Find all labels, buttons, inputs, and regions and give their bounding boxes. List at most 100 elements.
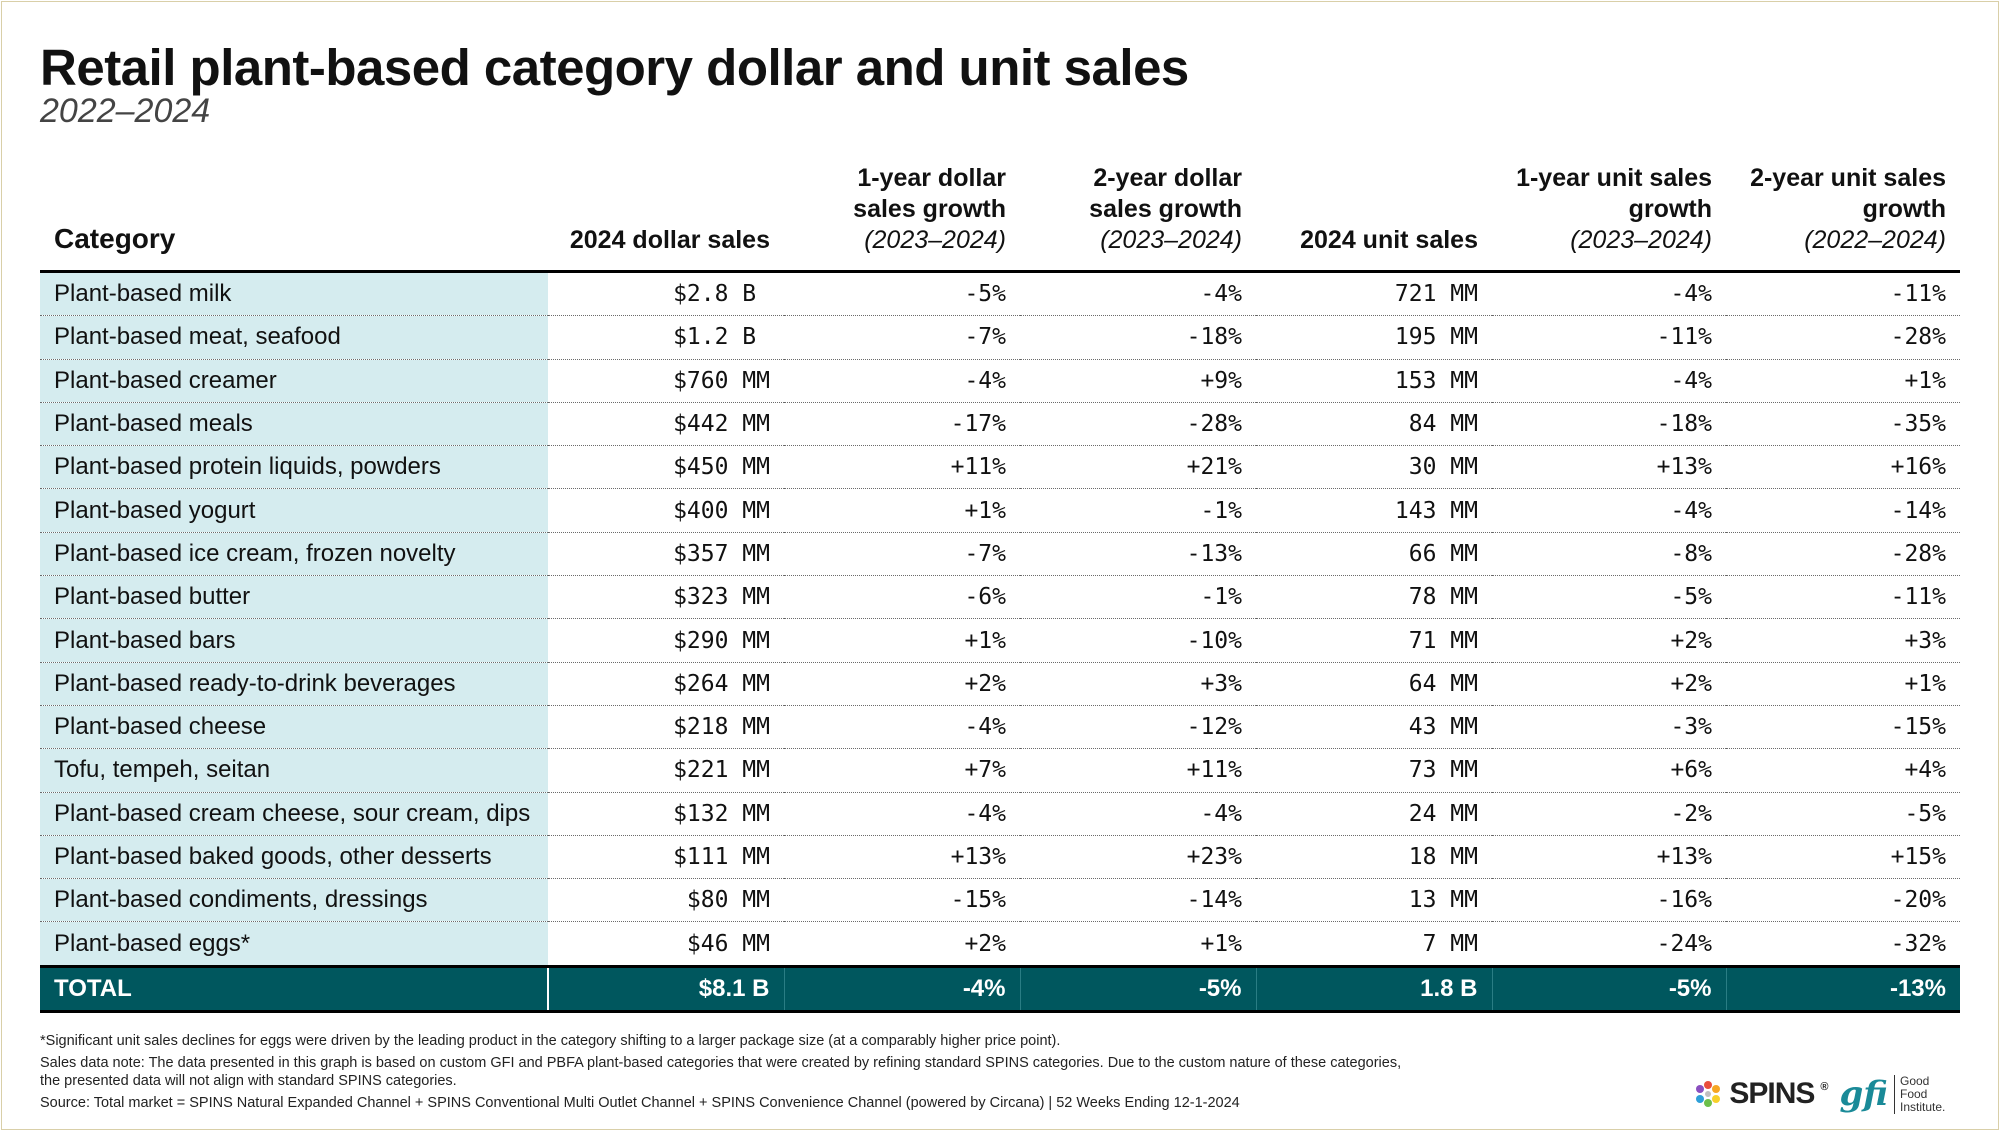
cell-dollar-sales: $46 MM [686, 930, 770, 957]
cell-dollar-sales: $132 MM [548, 792, 784, 836]
spins-wordmark: SPINS [1729, 1077, 1815, 1110]
cell-unit-growth-2yr: +4% [1726, 748, 1960, 793]
cell-dollar-growth-1yr: +1% [784, 488, 1020, 533]
gfi-wordmark: gfi [1839, 1074, 1889, 1114]
table-row: Plant-based yogurt $400 MM +1% -1% 143 MM -4%… [40, 488, 1960, 533]
cell-dollar-growth-1yr: -4% [784, 359, 1020, 403]
column-header-unit-growth-2yr: 2-year unit sales growth (2022–2024) [1726, 148, 1960, 273]
cell-unit-sales: 73 MM [1256, 748, 1492, 793]
cell-unit-growth-2yr: +1% [1726, 662, 1960, 706]
cell-dollar-sales: $357 MM [548, 532, 784, 577]
cell-unit-growth-1yr: -4% [1492, 488, 1726, 533]
cell-dollar-growth-1yr: -6% [784, 575, 1020, 620]
cell-dollar-sales: $218 MM [548, 705, 784, 750]
cell-dollar-sales: $290 MM [548, 618, 784, 663]
cell-unit-growth-2yr: -11% [1726, 271, 1960, 317]
cell-unit-growth-2yr: -28% [1726, 532, 1960, 577]
cell-category: Plant-based milk [40, 271, 548, 317]
total-cell-unit-growth-1yr: -5% [1492, 964, 1727, 1013]
spins-burst-icon [1696, 1081, 1721, 1107]
column-header-period: (2023–2024) [1100, 226, 1242, 254]
cell-unit-growth-1yr: -24% [1656, 930, 1712, 957]
cell-unit-sales: 195 MM [1256, 315, 1492, 360]
cell-unit-growth-1yr: -4% [1492, 359, 1726, 403]
cell-unit-growth-2yr: +1% [1726, 359, 1960, 403]
cell-unit-growth-2yr: -35% [1726, 402, 1960, 447]
cell-unit-growth-1yr: -18% [1492, 402, 1726, 447]
gfi-logo: gfi Good Food Institute. [1839, 1074, 1961, 1114]
cell-dollar-sales: $2.8 B [548, 271, 784, 317]
cell-unit-growth-1yr: +6% [1492, 748, 1726, 793]
cell-unit-growth-2yr: -14% [1726, 488, 1960, 533]
chart-subtitle: 2022–2024 [40, 92, 211, 130]
cell-unit-growth-2yr: -11% [1726, 575, 1960, 620]
cell-dollar-growth-1yr: -4% [784, 705, 1020, 750]
cell-unit-sales: 24 MM [1256, 792, 1492, 836]
cell-unit-sales: 30 MM [1256, 445, 1492, 490]
cell-dollar-sales: $80 MM [548, 878, 784, 923]
cell-unit-growth-2yr: -15% [1726, 705, 1960, 750]
table-row: Plant-based baked goods, other desserts $… [40, 835, 1960, 880]
cell-dollar-sales: $323 MM [548, 575, 784, 620]
cell-dollar-growth-1yr: -7% [784, 532, 1020, 577]
cell-unit-sales: 43 MM [1256, 705, 1492, 750]
table-row: Plant-based eggs* $46 MM +2% +1% 7 MM -24% -32… [40, 921, 1960, 967]
table-body: Plant-based milk $2.8 B -5% -4% 721 MM -4% -1… [40, 271, 1960, 967]
cell-dollar-growth-2yr: +1% [1200, 930, 1242, 957]
cell-unit-growth-1yr: +13% [1492, 445, 1726, 490]
cell-unit-growth-1yr: -2% [1492, 792, 1726, 836]
cell-unit-growth-1yr: -11% [1492, 315, 1726, 360]
column-header-unit-growth-1yr: 1-year unit sales growth (2023–2024) [1492, 148, 1726, 273]
cell-unit-growth-2yr: -32% [1890, 930, 1946, 957]
column-header-title: 2-year dollar sales growth [1089, 164, 1242, 223]
cell-category: Plant-based ready-to-drink beverages [40, 662, 548, 706]
cell-unit-growth-1yr: -4% [1492, 271, 1726, 317]
cell-dollar-growth-1yr: -7% [784, 315, 1020, 360]
sales-data-note-line1: Sales data note: The data presented in t… [40, 1055, 1402, 1071]
cell-dollar-growth-2yr: +9% [1020, 359, 1256, 403]
cell-dollar-sales: $760 MM [548, 359, 784, 403]
total-cell-dollar-growth-1yr: -4% [784, 964, 1021, 1013]
cell-unit-growth-2yr: -28% [1726, 315, 1960, 360]
total-cell-dollar-sales: $8.1 B [548, 964, 785, 1013]
table-row: Plant-based protein liquids, powders $450… [40, 445, 1960, 490]
table-row: Tofu, tempeh, seitan $221 MM +7% +11% 73 MM +… [40, 748, 1960, 793]
column-header-dollar-growth-2yr: 2-year dollar sales growth (2023–2024) [1020, 148, 1256, 273]
column-header-period: (2023–2024) [1570, 226, 1712, 254]
cell-unit-growth-2yr: -20% [1726, 878, 1960, 923]
cell-dollar-growth-2yr: +23% [1020, 835, 1256, 880]
cell-dollar-growth-2yr: -10% [1020, 618, 1256, 663]
cell-dollar-sales: $1.2 B [548, 315, 784, 360]
cell-unit-growth-2yr: +16% [1726, 445, 1960, 490]
total-row: TOTAL $8.1 B -4% -5% 1.8 B -5% -13% [40, 964, 1960, 1013]
eggs-footnote: *Significant unit sales declines for egg… [40, 1033, 1061, 1049]
table-row: Plant-based cream cheese, sour cream, di… [40, 792, 1960, 836]
table-row: Plant-based milk $2.8 B -5% -4% 721 MM -4% -1… [40, 271, 1960, 317]
total-cell-unit-growth-2yr: -13% [1726, 964, 1960, 1013]
cell-dollar-growth-1yr: -5% [784, 271, 1020, 317]
cell-dollar-sales: $450 MM [548, 445, 784, 490]
cell-unit-growth-1yr: -16% [1492, 878, 1726, 923]
cell-unit-sales: 18 MM [1256, 835, 1492, 880]
column-header-title: 1-year dollar sales growth [853, 164, 1006, 223]
cell-category: Plant-based meat, seafood [40, 315, 548, 360]
cell-category: Tofu, tempeh, seitan [40, 748, 548, 793]
cell-dollar-growth-1yr: -15% [784, 878, 1020, 923]
logos: SPINS ® gfi Good Food Institute. [1693, 1074, 1960, 1114]
cell-unit-growth-2yr: -5% [1726, 792, 1960, 836]
table-row: Plant-based condiments, dressings $80 MM -… [40, 878, 1960, 923]
column-header-title: Category [54, 223, 176, 254]
cell-dollar-growth-2yr: -12% [1020, 705, 1256, 750]
column-header-dollar-growth-1yr: 1-year dollar sales growth (2023–2024) [784, 148, 1020, 273]
cell-dollar-growth-2yr: -4% [1020, 271, 1256, 317]
cell-dollar-sales: $264 MM [548, 662, 784, 706]
cell-unit-growth-1yr: +2% [1492, 618, 1726, 663]
cell-unit-sales: 13 MM [1256, 878, 1492, 923]
sales-data-note: Sales data note: The data presented in t… [40, 1054, 1480, 1090]
cell-category: Plant-based condiments, dressings [40, 878, 548, 923]
cell-category: Plant-based butter [40, 575, 548, 620]
spins-logo: SPINS ® [1693, 1077, 1829, 1111]
cell-dollar-growth-2yr: -14% [1020, 878, 1256, 923]
cell-dollar-growth-2yr: +3% [1020, 662, 1256, 706]
column-header-period: (2022–2024) [1804, 226, 1946, 254]
